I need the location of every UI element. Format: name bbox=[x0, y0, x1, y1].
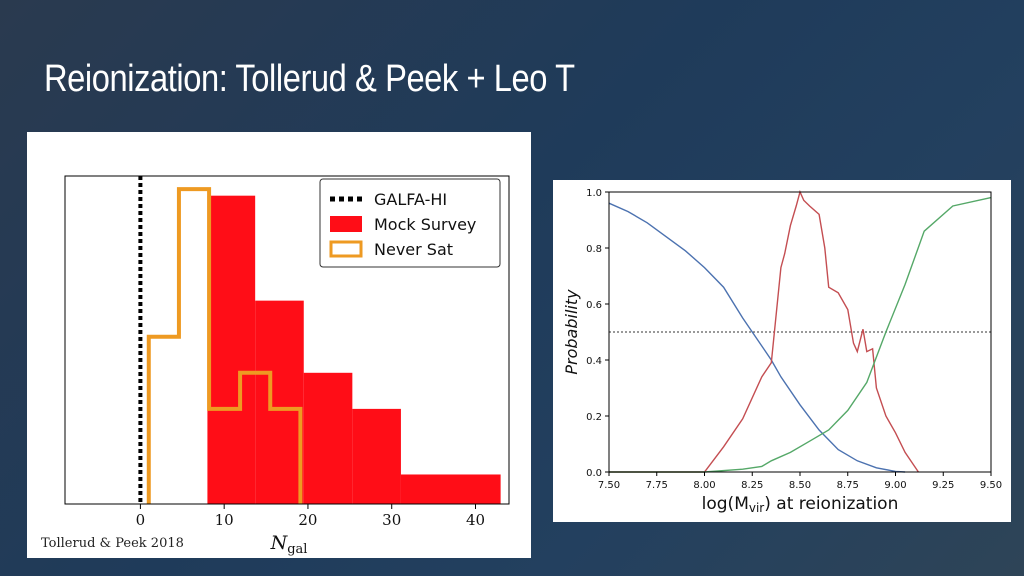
x-tick-label: 40 bbox=[466, 511, 485, 529]
x-tick-label: 8.75 bbox=[837, 480, 859, 491]
y-tick-label: 0.4 bbox=[586, 356, 602, 367]
x-tick-label: 30 bbox=[382, 511, 401, 529]
probability-series-3 bbox=[609, 196, 992, 473]
probability-series-2 bbox=[609, 189, 919, 473]
plot-frame bbox=[64, 175, 510, 505]
mock-survey-bar-3 bbox=[303, 372, 353, 504]
legend-swatch-never-sat bbox=[329, 240, 363, 258]
never-sat-line bbox=[146, 187, 303, 504]
x-axis-label-suffix: ) at reionization bbox=[764, 494, 898, 514]
histogram-chart: 0 10 20 30 40 Ngal GALFA-HI Mock Survey Never Sa… bbox=[64, 175, 510, 557]
probability-chart: 7.50 7.75 8.00 8.25 8.50 8.75 9.00 9.25 9.50 0.0 0… bbox=[562, 188, 1002, 515]
probability-series-1 bbox=[608, 202, 906, 473]
y-tick-label: 0.2 bbox=[586, 412, 602, 423]
mock-survey-bar-1 bbox=[207, 195, 256, 504]
x-tick-label: 7.50 bbox=[598, 480, 620, 491]
x-tick-label: 8.00 bbox=[693, 480, 715, 491]
x-axis-label: log(Mvir) at reionization bbox=[702, 494, 899, 515]
x-tick-label: 7.75 bbox=[646, 480, 668, 491]
histogram-panel: 0 10 20 30 40 Ngal GALFA-HI Mock Survey Never Sa… bbox=[27, 132, 531, 558]
legend-label: GALFA-HI bbox=[374, 190, 447, 209]
x-tick-label: 9.50 bbox=[980, 480, 1002, 491]
x-axis-label: Ngal bbox=[270, 532, 308, 557]
mock-survey-bar-5 bbox=[400, 474, 501, 504]
x-tick-label: 20 bbox=[298, 511, 317, 529]
mock-survey-bar-4 bbox=[352, 408, 401, 504]
x-axis-label-subscript: vir bbox=[749, 501, 764, 515]
mock-survey-bar-2 bbox=[255, 300, 304, 504]
y-axis-label: Probability bbox=[562, 289, 581, 375]
figure-caption: Tollerud & Peek 2018 bbox=[41, 536, 184, 551]
y-tick-label: 1.0 bbox=[586, 188, 602, 199]
x-tick-label: 9.00 bbox=[884, 480, 906, 491]
x-axis-label-subscript: gal bbox=[287, 542, 307, 557]
slide-title: Reionization: Tollerud & Peek + Leo T bbox=[44, 58, 575, 100]
y-tick-label: 0.0 bbox=[586, 468, 602, 479]
x-tick-label: 10 bbox=[215, 511, 234, 529]
legend-swatch-mock-survey bbox=[330, 216, 362, 232]
legend-label: Mock Survey bbox=[374, 215, 476, 234]
x-tick-label: 8.25 bbox=[741, 480, 763, 491]
y-tick-label: 0.6 bbox=[586, 300, 602, 311]
x-tick-label: 8.50 bbox=[789, 480, 811, 491]
x-tick-label: 9.25 bbox=[932, 480, 954, 491]
legend-box bbox=[319, 178, 501, 268]
probability-panel: 7.50 7.75 8.00 8.25 8.50 8.75 9.00 9.25 9.50 0.0 0… bbox=[553, 180, 1011, 522]
y-tick-label: 0.8 bbox=[586, 244, 602, 255]
legend-label: Never Sat bbox=[374, 240, 453, 259]
x-tick-label: 0 bbox=[136, 511, 146, 529]
